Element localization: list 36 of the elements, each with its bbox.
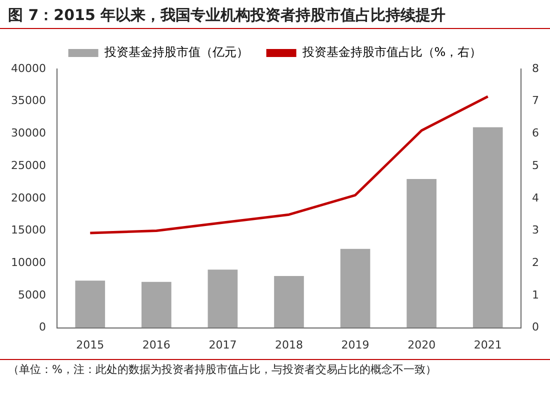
chart-title: 图 7：2015 年以来，我国专业机构投资者持股市值占比持续提升 bbox=[0, 0, 550, 29]
bar bbox=[142, 282, 172, 328]
x-tick-label: 2019 bbox=[341, 338, 370, 352]
bar bbox=[208, 270, 238, 328]
y-tick-label: 40000 bbox=[10, 62, 46, 75]
y-tick-label: 20000 bbox=[10, 191, 46, 204]
bar bbox=[75, 280, 106, 328]
x-tick-label: 2017 bbox=[208, 338, 237, 352]
x-tick-label: 2018 bbox=[274, 338, 303, 352]
legend-label: 投资基金持股市值占比（%，右） bbox=[301, 45, 482, 60]
y2-tick-label: 1 bbox=[532, 288, 539, 302]
y2-tick-label: 4 bbox=[532, 191, 539, 204]
bar bbox=[274, 276, 304, 328]
y-tick-label: 30000 bbox=[10, 126, 46, 140]
x-tick-label: 2015 bbox=[76, 338, 104, 352]
x-tick-label: 2020 bbox=[408, 338, 436, 352]
y2-tick-label: 3 bbox=[532, 224, 539, 237]
y2-tick-label: 6 bbox=[532, 126, 539, 140]
y-tick-label: 35000 bbox=[10, 94, 46, 108]
y-tick-label: 15000 bbox=[10, 224, 46, 237]
y2-tick-label: 0 bbox=[532, 320, 539, 334]
y2-tick-label: 7 bbox=[532, 94, 539, 108]
y-tick-label: 0 bbox=[38, 320, 46, 334]
bar bbox=[340, 248, 370, 328]
bar bbox=[406, 178, 436, 328]
bar bbox=[472, 127, 503, 328]
y-tick-label: 10000 bbox=[10, 256, 46, 269]
y-tick-label: 25000 bbox=[10, 158, 46, 172]
x-tick-label: 2016 bbox=[142, 338, 170, 352]
y2-tick-label: 2 bbox=[532, 256, 539, 269]
legend-label: 投资基金持股市值（亿元） bbox=[103, 45, 248, 60]
text: （单位：%，注：此处的数据为投资者持股市值占比，与投资者交易占比的概念不一致） bbox=[0, 359, 550, 379]
y2-tick-label: 8 bbox=[532, 62, 539, 75]
x-tick-label: 2021 bbox=[474, 338, 502, 352]
y-tick-label: 5000 bbox=[18, 288, 46, 302]
y2-tick-label: 5 bbox=[532, 158, 539, 172]
